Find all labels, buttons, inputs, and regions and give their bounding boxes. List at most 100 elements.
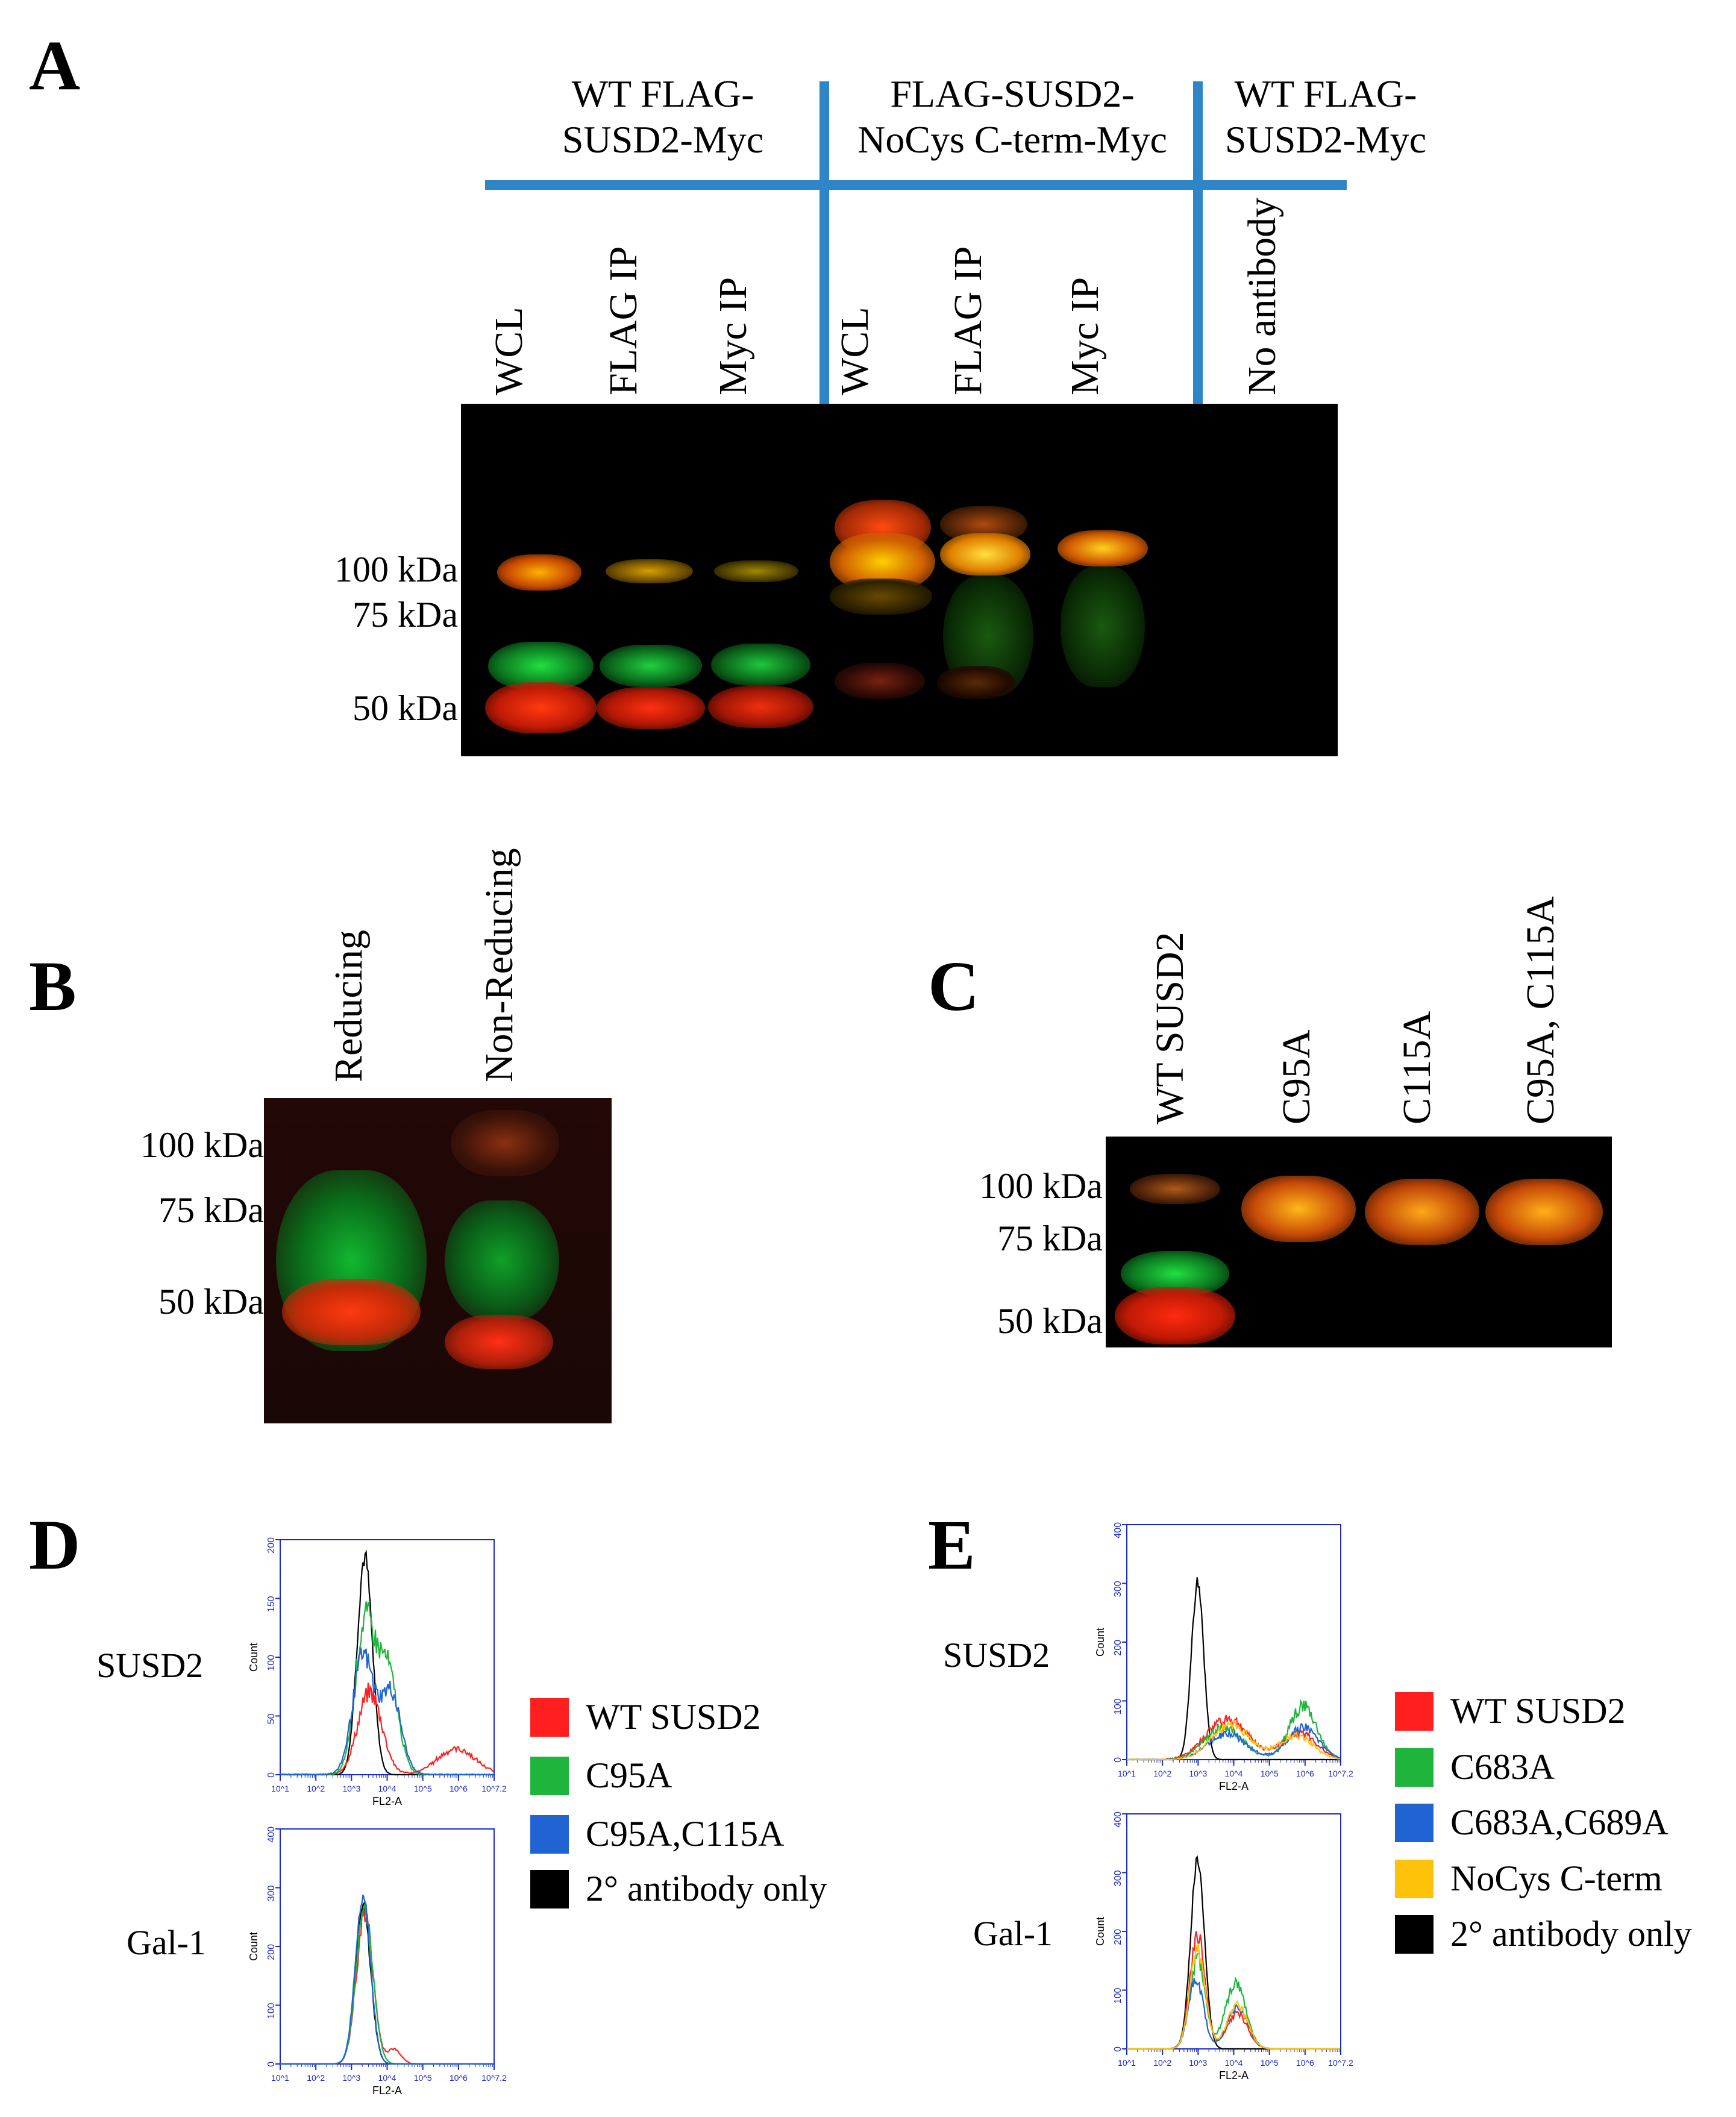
x-tick-label: 10^2 (1153, 1769, 1171, 1778)
band (1485, 1179, 1603, 1245)
y-axis-label: Count (1094, 1917, 1106, 1946)
lane-label-wt-susd2: WT SUSD2 (1148, 932, 1192, 1124)
legend-item-d-wt: WT SUSD2 (530, 1696, 761, 1738)
legend-label: NoCys C-term (1450, 1858, 1662, 1898)
legend-swatch (1395, 1748, 1434, 1787)
legend-label: 2° antibody only (1450, 1914, 1692, 1954)
marker-100kda-c: 100 kDa (979, 1166, 1103, 1206)
legend-swatch (530, 1869, 569, 1908)
panel-label-b: B (29, 947, 77, 1026)
band (451, 1110, 559, 1176)
x-axis-label: FL2-A (1219, 2069, 1249, 2081)
x-tick-label: 10^2 (307, 2073, 325, 2083)
x-tick-label: 10^3 (1189, 2058, 1207, 2068)
histogram-series-nocys (1126, 1943, 1340, 2050)
band (714, 560, 798, 582)
y-axis-label: Count (248, 1932, 260, 1961)
y-tick-label: 0 (266, 1772, 277, 1778)
legend-item-e-wt: WT SUSD2 (1395, 1690, 1626, 1732)
plot-frame (1126, 1813, 1341, 2050)
y-tick-label: 100 (266, 1655, 277, 1671)
legend-swatch (1395, 1859, 1434, 1898)
band (1130, 1174, 1220, 1204)
x-tick-label: 10^5 (414, 1784, 432, 1793)
row-label-gal1-e: Gal-1 (973, 1914, 1053, 1953)
histogram-series-c683a (1127, 1950, 1341, 2050)
panel-label-e: E (928, 1505, 976, 1584)
band (937, 666, 1015, 699)
legend-item-e-c683a-c689a: C683A,C689A (1395, 1802, 1669, 1843)
y-tick-label: 400 (266, 1827, 277, 1843)
row-label-susd2-e: SUSD2 (943, 1636, 1050, 1675)
x-tick-label: 10^7.2 (1328, 2058, 1353, 2068)
histogram-series-secondary (1127, 1577, 1341, 1761)
histogram-series-c95a-c115a (280, 1647, 494, 1776)
y-tick-label: 300 (1113, 1581, 1123, 1597)
lane-label-flag-ip-1: FLAG IP (601, 246, 645, 395)
histogram-e-bottom: 0 100 200 300 400 10^1 10^2 10^3 10^4 10^5 10^6 10^… (1076, 1805, 1365, 2094)
histogram-series-c95a-c115a (280, 1894, 494, 2065)
plot-frame (280, 1828, 495, 2065)
y-tick-label: 150 (266, 1596, 277, 1612)
x-axis-label: FL2-A (372, 1795, 402, 1807)
histogram-series-nocys (1126, 1719, 1341, 1761)
band (830, 579, 932, 615)
band (497, 554, 581, 591)
legend-swatch (530, 1756, 569, 1795)
x-tick-label: 10^6 (450, 2073, 468, 2083)
x-tick-label: 10^3 (342, 2073, 360, 2083)
legend-swatch (1395, 1803, 1434, 1842)
legend-swatch (530, 1814, 569, 1854)
y-tick-label: 0 (1113, 1757, 1123, 1763)
legend-label: WT SUSD2 (1450, 1691, 1626, 1731)
x-tick-label: 10^2 (307, 1784, 325, 1793)
histogram-series-c683a (1127, 1699, 1341, 1761)
legend-item-e-nocys: NoCys C-term (1395, 1858, 1662, 1899)
legend-label: C95A,C115A (586, 1814, 785, 1854)
band (445, 1200, 559, 1321)
panel-label-c: C (928, 947, 980, 1026)
histogram-series-c95a (280, 1902, 494, 2065)
y-tick-label: 0 (266, 2062, 277, 2067)
group-header-3: WT FLAG- SUSD2-Myc (1224, 72, 1427, 161)
row-label-susd2-d: SUSD2 (96, 1646, 204, 1685)
x-tick-label: 10^7.2 (481, 2073, 507, 2083)
x-tick-label: 10^4 (378, 2073, 396, 2083)
legend-item-d-c95a: C95A (530, 1755, 672, 1796)
x-tick-label: 10^3 (342, 1784, 360, 1793)
lane-label-myc-ip-1: Myc IP (711, 277, 755, 395)
marker-50kda-a: 50 kDa (353, 688, 458, 728)
band (940, 533, 1030, 576)
band (282, 1279, 421, 1345)
x-tick-label: 10^2 (1153, 2058, 1171, 2068)
legend-label: WT SUSD2 (586, 1697, 761, 1737)
x-tick-label: 10^4 (1225, 1769, 1243, 1778)
western-blot-a (461, 404, 1338, 756)
y-tick-label: 100 (266, 2003, 277, 2019)
y-tick-label: 200 (266, 1944, 277, 1960)
western-blot-b (264, 1098, 612, 1423)
y-tick-label: 100 (1113, 1698, 1123, 1714)
group-header-1: WT FLAG- SUSD2-Myc (562, 72, 764, 161)
x-tick-label: 10^4 (378, 1784, 396, 1793)
band (1058, 530, 1148, 566)
band (711, 644, 810, 686)
y-axis-label: Count (248, 1643, 260, 1672)
x-tick-label: 10^5 (414, 2073, 432, 2083)
x-tick-label: 10^1 (1118, 1769, 1136, 1778)
histogram-e-top: 0 100 200 300 400 10^1 10^2 10^3 10^4 10^5 10^6 10^… (1076, 1516, 1365, 1805)
histogram-series-wt (280, 1683, 494, 1776)
y-tick-label: 50 (266, 1713, 277, 1724)
histogram-d-top: 0 50 100 150 200 10^1 10^2 10^3 10^4 10^5 10^6 10^7… (229, 1531, 512, 1820)
x-tick-label: 10^5 (1261, 1769, 1279, 1778)
band (600, 645, 702, 687)
lane-label-c115a: C115A (1395, 1011, 1439, 1124)
y-tick-label: 300 (266, 1885, 277, 1901)
x-tick-label: 10^5 (1261, 2058, 1279, 2068)
band (1061, 566, 1145, 687)
lane-label-wcl-2: WCL (833, 307, 877, 395)
lane-label-wcl-1: WCL (487, 307, 531, 395)
band (488, 642, 594, 690)
y-tick-label: 200 (1113, 1929, 1123, 1945)
legend-swatch (1395, 1915, 1434, 1954)
